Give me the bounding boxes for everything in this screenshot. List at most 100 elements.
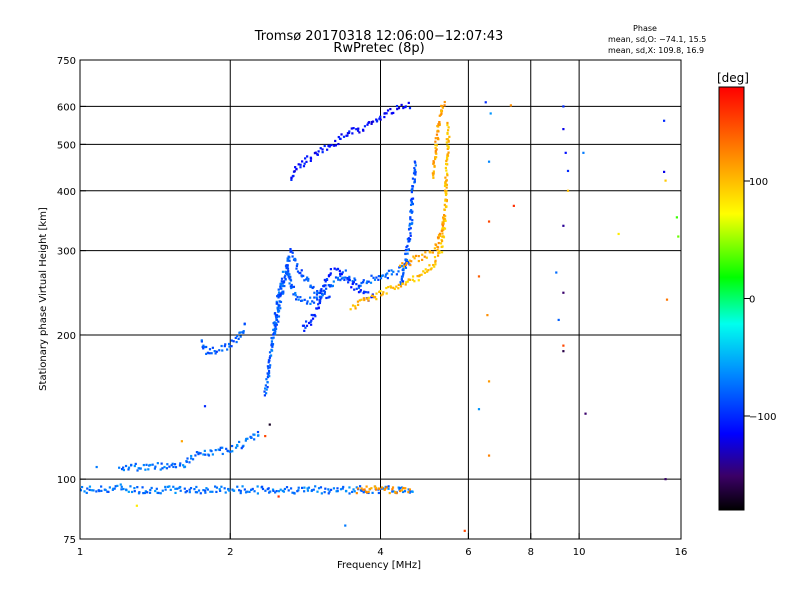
trace-point (348, 492, 351, 495)
trace-point (295, 167, 298, 171)
colorbar-tick-label: −100 (749, 412, 776, 423)
scatter-point (486, 314, 489, 317)
trace-point (429, 251, 432, 254)
scatter-point (489, 112, 492, 115)
trace-point (367, 490, 370, 493)
trace-point (267, 367, 270, 370)
trace-point (223, 487, 226, 490)
trace-point (305, 324, 309, 327)
trace-point (344, 276, 347, 279)
trace-point (88, 485, 92, 488)
trace-point (407, 240, 410, 243)
scatter-point (663, 119, 666, 122)
trace-point (367, 491, 370, 495)
trace-point (406, 244, 409, 248)
trace-point (434, 146, 437, 150)
trace-point (379, 115, 382, 118)
trace-point (104, 488, 107, 492)
trace-point (346, 278, 349, 281)
trace-point (398, 488, 401, 491)
trace-point (364, 291, 367, 294)
trace-point (367, 291, 370, 294)
trace-point (221, 452, 224, 456)
trace-point (352, 281, 355, 284)
trace-point (355, 283, 358, 286)
trace-point (350, 127, 353, 130)
trace-point (268, 359, 271, 362)
trace-point (409, 210, 412, 213)
trace-point (274, 322, 277, 325)
trace-point (385, 486, 388, 489)
trace-point (362, 279, 365, 282)
trace-point (360, 489, 363, 492)
trace-point (303, 279, 306, 282)
trace-point (243, 488, 246, 491)
trace-point (378, 487, 381, 490)
trace-point (242, 331, 245, 334)
trace-point (409, 227, 412, 230)
trace-point (384, 275, 387, 278)
trace-point (400, 103, 403, 107)
trace-point (379, 487, 382, 490)
trace-point (365, 281, 368, 285)
trace-point (280, 287, 283, 290)
trace-point (281, 284, 284, 288)
trace-point (444, 191, 447, 194)
trace-point (268, 375, 271, 378)
trace-point (411, 177, 415, 180)
trace-point (331, 284, 334, 287)
trace-point (230, 345, 233, 348)
trace-point (122, 487, 125, 491)
trace-point (399, 487, 402, 490)
trace-point (399, 285, 403, 288)
trace-point (328, 285, 332, 288)
trace-point (204, 491, 207, 494)
y-tick-label: 100 (57, 475, 76, 486)
trace-point (337, 135, 340, 139)
trace-point (238, 440, 241, 444)
trace-point (302, 165, 306, 168)
scatter-point (566, 189, 570, 192)
trace-point (360, 487, 363, 490)
trace-point (327, 274, 331, 277)
trace-point (122, 466, 125, 469)
trace-point (256, 430, 260, 434)
trace-point (355, 287, 358, 290)
trace-point (231, 488, 234, 491)
trace-point (323, 290, 327, 294)
trace-point (431, 251, 434, 254)
trace-point (288, 277, 291, 280)
trace-point (335, 268, 338, 271)
trace-point (445, 159, 448, 162)
trace-point (303, 490, 306, 493)
trace-point (352, 488, 355, 491)
x-tick-label: 8 (528, 547, 534, 558)
trace-point (433, 157, 437, 161)
trace-point (293, 492, 296, 495)
trace-point (397, 486, 400, 489)
trace-point (294, 166, 297, 169)
trace-point (280, 280, 283, 283)
trace-point (301, 299, 304, 302)
trace-point (296, 270, 300, 273)
trace-point (309, 320, 312, 324)
trace-point (340, 277, 343, 280)
trace-point (265, 392, 268, 395)
trace-point (159, 468, 162, 471)
trace-point (284, 274, 287, 277)
trace-point (443, 208, 446, 211)
trace-point (411, 202, 414, 205)
trace-point (382, 291, 385, 294)
trace-point (444, 199, 447, 202)
trace-point (432, 160, 435, 163)
trace-point (134, 462, 137, 466)
trace-point (80, 485, 84, 489)
trace-point (354, 305, 357, 308)
trace-point (292, 293, 295, 296)
scatter-point (463, 529, 466, 532)
trace-point (113, 487, 116, 490)
trace-point (399, 281, 402, 284)
trace-point (375, 298, 378, 301)
trace-point (271, 345, 274, 348)
trace-point (404, 105, 407, 108)
